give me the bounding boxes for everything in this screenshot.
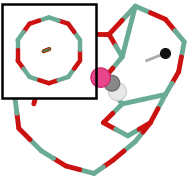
Circle shape <box>108 83 127 101</box>
Bar <box>2 4 96 98</box>
Circle shape <box>104 75 120 91</box>
Bar <box>2 4 96 98</box>
Circle shape <box>91 68 110 87</box>
